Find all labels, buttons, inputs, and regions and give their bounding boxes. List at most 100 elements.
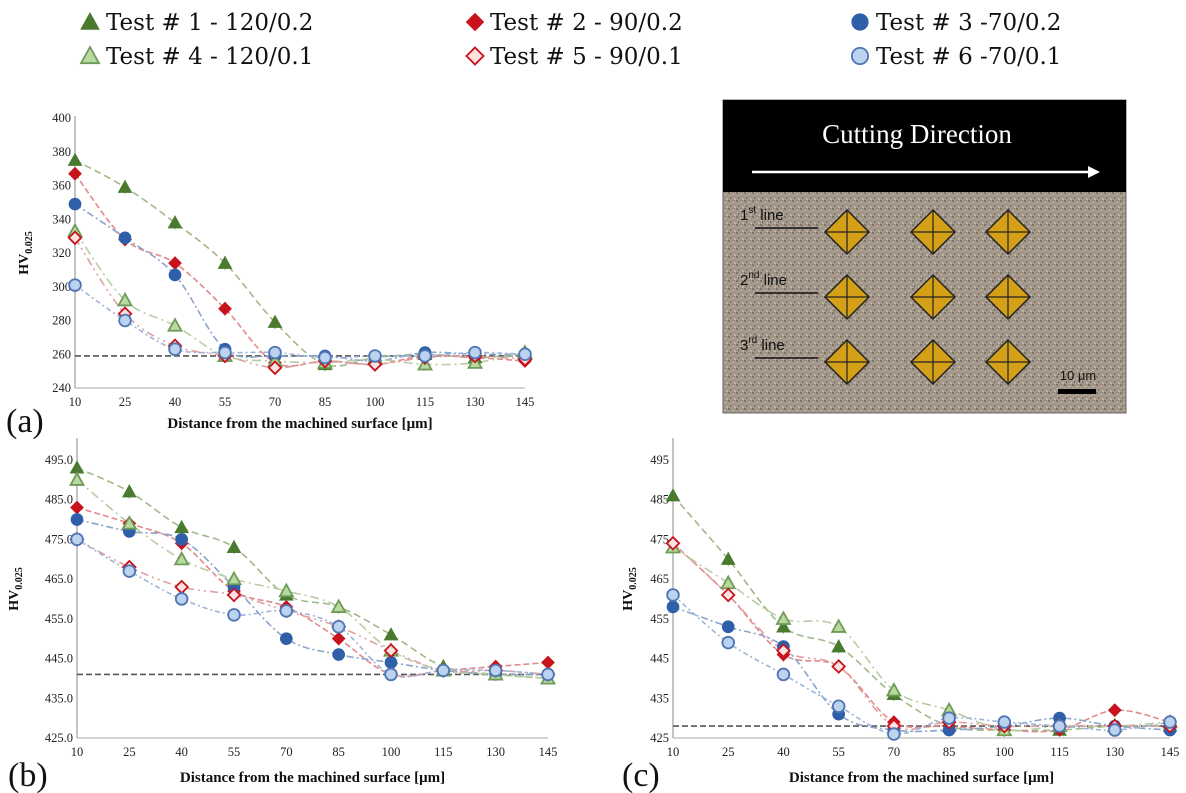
data-point-a-test1 xyxy=(167,215,183,229)
trend-line-c-test6 xyxy=(672,594,1171,735)
trend-line-c-test3 xyxy=(672,606,1171,733)
data-point-c-test1 xyxy=(665,488,681,502)
legend-label-test6: Test # 6 -70/0.1 xyxy=(876,44,1061,70)
data-point-b-test2 xyxy=(331,631,346,646)
data-point-b-test5 xyxy=(174,579,190,595)
legend-marker-test6 xyxy=(850,46,870,66)
data-point-c-test5 xyxy=(720,587,736,603)
trend-line-a-test4 xyxy=(74,230,526,366)
data-point-c-test3 xyxy=(721,620,735,634)
data-point-a-test2 xyxy=(218,301,232,316)
legend-marker-2 xyxy=(465,12,485,32)
x-tick-label: 130 xyxy=(1105,745,1124,759)
data-point-b-test3 xyxy=(70,513,84,526)
x-tick-label: 40 xyxy=(175,745,188,759)
y-tick-label: 400 xyxy=(52,111,71,125)
trend-line-a-test2 xyxy=(74,173,526,367)
legend-marker-1 xyxy=(80,11,100,30)
data-point-b-test3 xyxy=(332,648,346,661)
x-tick-label: 10 xyxy=(71,745,84,759)
x-tick-label: 145 xyxy=(516,395,535,409)
y-tick-label: 435.0 xyxy=(45,691,73,705)
data-point-a-test6 xyxy=(68,278,82,292)
x-tick-label: 145 xyxy=(539,745,558,759)
data-point-a-test2 xyxy=(168,256,182,271)
data-point-c-test6 xyxy=(942,711,956,725)
trend-line-b-test4 xyxy=(76,479,549,680)
data-point-a-test3 xyxy=(68,197,82,211)
x-tick-label: 70 xyxy=(269,395,282,409)
x-tick-label: 115 xyxy=(416,395,434,409)
x-tick-label: 10 xyxy=(69,395,82,409)
row-label-1: 1st line xyxy=(740,205,784,224)
trend-line-a-test6 xyxy=(74,284,526,359)
data-point-b-test1 xyxy=(174,519,190,534)
data-point-c-test2 xyxy=(1107,703,1122,718)
data-point-c-test4 xyxy=(885,681,902,697)
data-point-b-test3 xyxy=(384,656,398,669)
data-point-c-test6 xyxy=(721,635,735,650)
inset-title: Cutting Direction xyxy=(822,119,1012,149)
data-point-c-test5 xyxy=(775,643,791,659)
y-tick-label: 300 xyxy=(52,280,71,294)
panel-label-b: (b) xyxy=(8,757,48,793)
legend-label-test1: Test # 1 - 120/0.2 xyxy=(106,10,313,36)
y-tick-label: 465.0 xyxy=(45,572,73,586)
data-point-a-test6 xyxy=(418,349,432,363)
y-tick-label: 380 xyxy=(52,145,71,159)
data-point-a-test1 xyxy=(217,255,233,269)
legend-label-test5: Test # 5 - 90/0.1 xyxy=(490,44,683,70)
y-axis-label-c: HV0.025 xyxy=(621,567,639,611)
data-point-b-test6 xyxy=(279,604,294,618)
data-point-c-test6 xyxy=(666,588,680,602)
data-point-a-test1 xyxy=(67,152,83,166)
x-tick-label: 85 xyxy=(943,745,956,759)
panel-label-a: (a) xyxy=(6,403,44,440)
legend-marker-test3 xyxy=(851,13,869,31)
x-tick-label: 25 xyxy=(119,395,132,409)
data-point-b-test4 xyxy=(68,471,86,486)
data-point-a-test6 xyxy=(518,347,532,361)
direction-arrow xyxy=(752,166,1100,178)
y-tick-label: 260 xyxy=(52,347,71,361)
x-tick-label: 55 xyxy=(219,395,232,409)
data-point-b-test3 xyxy=(279,632,293,646)
legend-marker-test5 xyxy=(465,46,485,66)
x-tick-label: 145 xyxy=(1161,745,1180,759)
x-tick-label: 55 xyxy=(228,745,241,759)
y-tick-label: 280 xyxy=(52,314,71,328)
data-point-c-test6 xyxy=(1108,723,1122,737)
data-point-a-test4 xyxy=(116,291,134,307)
data-point-c-test4 xyxy=(720,574,737,590)
x-tick-label: 100 xyxy=(995,745,1014,759)
trend-line-a-test1 xyxy=(74,159,526,367)
y-tick-label: 495 xyxy=(650,453,669,467)
trend-line-b-test5 xyxy=(76,538,549,676)
x-axis-label-b: Distance from the machined surface [μm] xyxy=(180,770,445,786)
x-tick-label: 55 xyxy=(832,745,845,759)
chart-panel-b: 425.0 435.0 445.0 455.0 465.0 475.0 485.0 495.0… xyxy=(7,438,557,793)
scale-bar-label: 10 μm xyxy=(1060,368,1096,383)
y-axis-label-a: HV0.025 xyxy=(17,231,35,275)
y-axis-label-b: HV0.025 xyxy=(7,567,25,611)
data-point-a-test5 xyxy=(267,360,283,376)
data-point-a-test6 xyxy=(268,345,282,360)
x-tick-label: 100 xyxy=(366,395,385,409)
data-point-a-test5 xyxy=(67,230,83,246)
data-point-b-test4 xyxy=(278,582,295,598)
x-tick-label: 40 xyxy=(169,395,182,409)
x-axis-label-a: Distance from the machined surface [μm] xyxy=(167,416,432,432)
data-point-b-test6 xyxy=(122,564,137,578)
data-point-c-test6 xyxy=(1163,715,1177,729)
data-point-b-test6 xyxy=(70,532,84,547)
cutting-direction-inset: Cutting Direction 1st line 2nd line 3rd li… xyxy=(722,99,1127,414)
legend-label-test2: Test # 2 - 90/0.2 xyxy=(490,10,683,36)
data-point-c-test4 xyxy=(775,610,792,625)
data-point-a-test6 xyxy=(118,313,132,328)
y-tick-label: 445 xyxy=(650,652,669,666)
data-point-b-test5 xyxy=(383,643,399,659)
x-tick-label: 115 xyxy=(434,745,452,759)
y-tick-label: 340 xyxy=(52,212,71,226)
y-tick-label: 435 xyxy=(650,691,669,705)
data-point-b-test2 xyxy=(541,655,555,670)
